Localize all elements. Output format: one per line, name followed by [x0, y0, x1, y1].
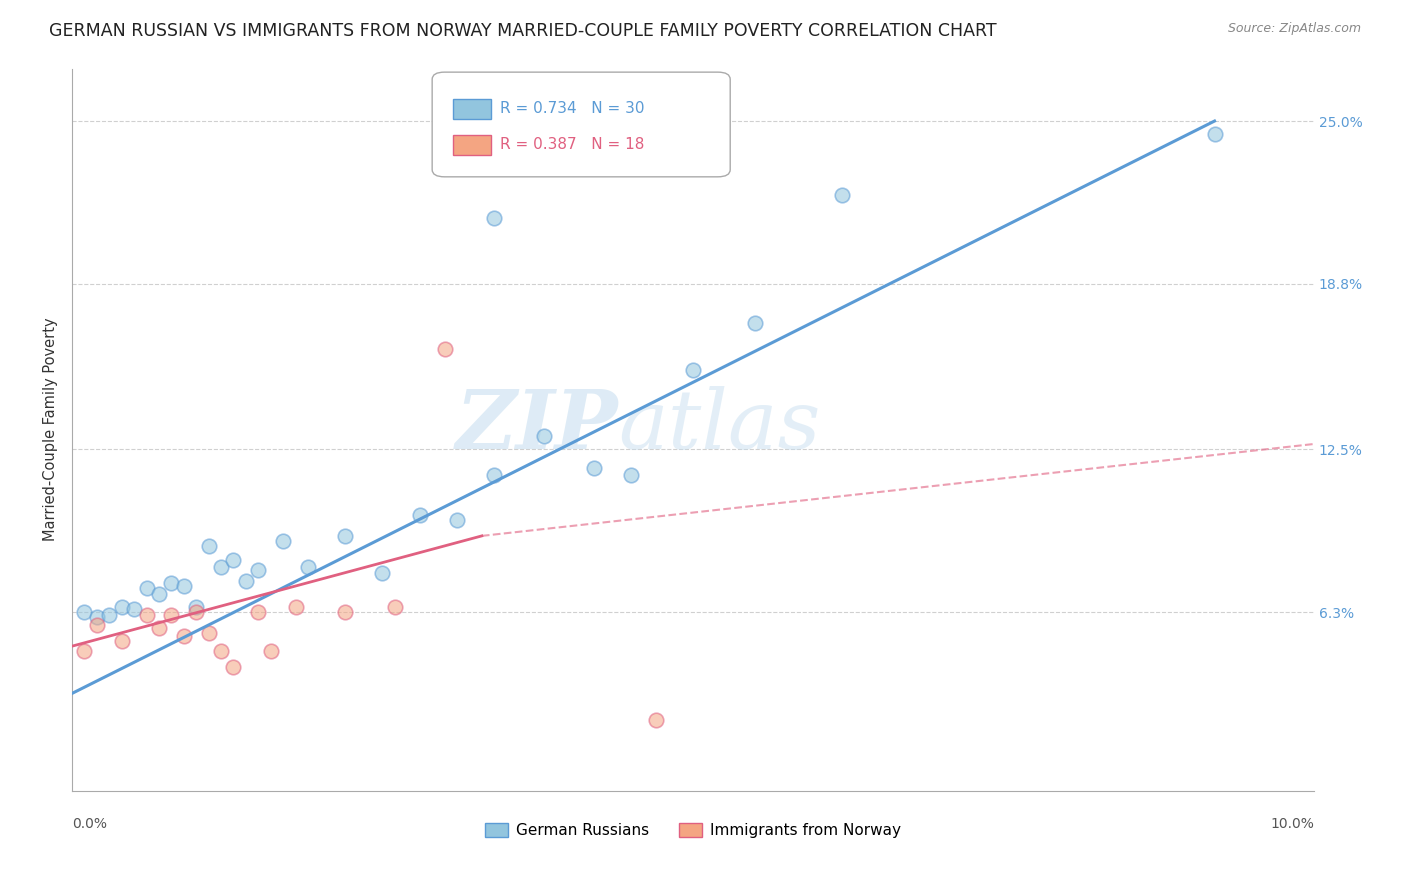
Text: 0.0%: 0.0% [72, 817, 107, 830]
Point [335, 529, 357, 543]
FancyBboxPatch shape [453, 135, 491, 155]
Point [186, 599, 208, 614]
Point [644, 713, 666, 727]
Point [433, 343, 456, 357]
Point [98, 607, 121, 622]
Point [111, 599, 134, 614]
Text: ZIP: ZIP [456, 386, 619, 466]
Point [86, 618, 108, 632]
Point [247, 563, 270, 577]
FancyBboxPatch shape [453, 99, 491, 119]
Point [135, 607, 157, 622]
Point [297, 560, 319, 574]
Point [111, 634, 134, 648]
Text: R = 0.734   N = 30: R = 0.734 N = 30 [501, 101, 645, 116]
Point [446, 513, 468, 527]
Text: R = 0.387   N = 18: R = 0.387 N = 18 [501, 136, 645, 152]
Point [744, 316, 766, 330]
Point [209, 644, 232, 658]
Point [620, 468, 643, 483]
Point [409, 508, 432, 522]
FancyBboxPatch shape [432, 72, 730, 177]
Point [173, 579, 195, 593]
Point [682, 363, 704, 377]
Point [1204, 127, 1226, 141]
Point [533, 429, 555, 443]
Point [73, 644, 96, 658]
Point [186, 605, 208, 619]
Point [197, 540, 219, 554]
Point [484, 468, 506, 483]
Point [86, 610, 108, 624]
Point [197, 626, 219, 640]
Point [122, 602, 145, 616]
Point [135, 582, 157, 596]
Point [484, 211, 506, 226]
Legend: German Russians, Immigrants from Norway: German Russians, Immigrants from Norway [479, 816, 907, 845]
Point [384, 599, 406, 614]
Point [173, 629, 195, 643]
Point [582, 460, 605, 475]
Point [235, 574, 257, 588]
Point [271, 534, 294, 549]
Point [209, 560, 232, 574]
Point [160, 576, 183, 591]
Point [284, 599, 307, 614]
Point [222, 552, 245, 566]
Point [160, 607, 183, 622]
Y-axis label: Married-Couple Family Poverty: Married-Couple Family Poverty [44, 318, 58, 541]
Text: GERMAN RUSSIAN VS IMMIGRANTS FROM NORWAY MARRIED-COUPLE FAMILY POVERTY CORRELATI: GERMAN RUSSIAN VS IMMIGRANTS FROM NORWAY… [49, 22, 997, 40]
Point [335, 605, 357, 619]
Point [247, 605, 270, 619]
Text: 10.0%: 10.0% [1270, 817, 1313, 830]
Point [222, 660, 245, 674]
Point [831, 187, 853, 202]
Text: Source: ZipAtlas.com: Source: ZipAtlas.com [1227, 22, 1361, 36]
Point [371, 566, 394, 580]
Point [260, 644, 283, 658]
Point [148, 621, 170, 635]
Point [148, 587, 170, 601]
Point [73, 605, 96, 619]
Text: atlas: atlas [619, 386, 821, 466]
